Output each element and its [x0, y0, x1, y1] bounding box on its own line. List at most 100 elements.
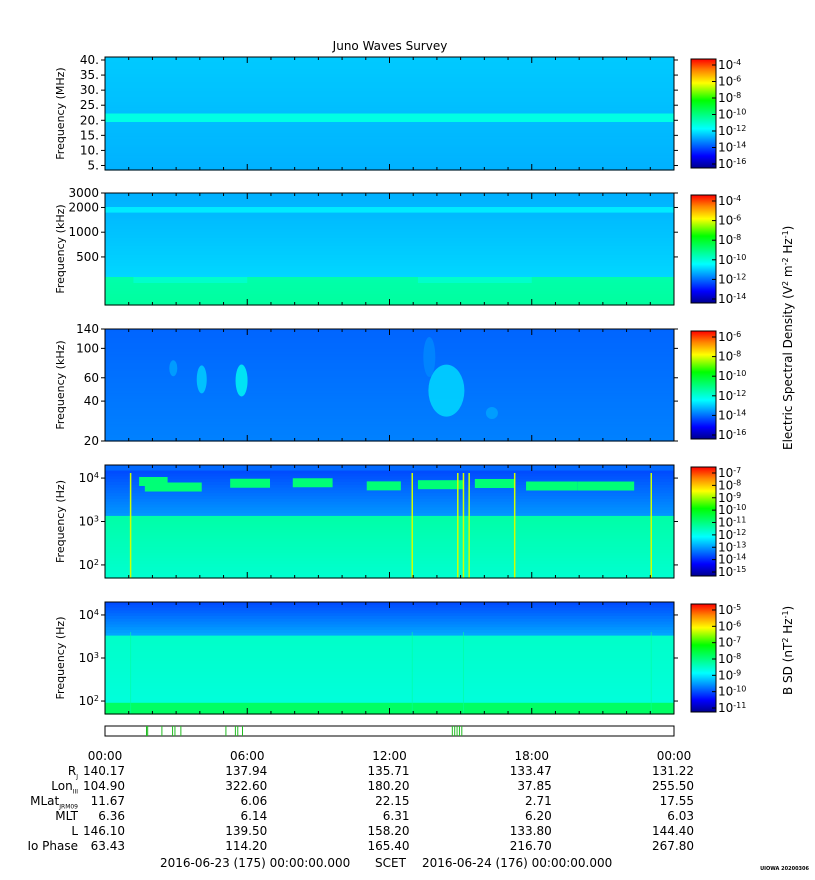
spectrogram-row: [105, 153, 674, 157]
colorbar-tick-label: 10-8: [718, 233, 741, 248]
ephemeris-value: 216.70: [509, 839, 552, 853]
colorbar: [691, 331, 716, 439]
spectrogram-row: [105, 209, 674, 214]
spectrogram-row: [105, 515, 674, 520]
spectrogram-row: [105, 413, 674, 417]
spectrogram-row: [105, 99, 674, 103]
ephemeris-value: 37.85: [517, 779, 552, 793]
time-label: 12:00: [372, 749, 407, 763]
emission-band: [577, 481, 635, 491]
y-tick-label: 104: [79, 471, 99, 486]
spectrogram-row: [105, 649, 674, 653]
spectrogram-panel-e-hz: 102 103 104 Frequency (Hz) 10-710-810-910-10…: [54, 464, 746, 579]
spectrogram-row: [105, 705, 674, 709]
y-tick-label: 10.: [80, 143, 99, 157]
spectrogram-feature: [417, 277, 532, 283]
scet-label: SCET: [375, 856, 406, 870]
uiowa-stamp: UIOWA 20200306: [760, 866, 809, 872]
spectrogram-row: [105, 493, 674, 497]
spectrogram-row: [105, 110, 674, 115]
spectrogram-row: [105, 616, 674, 620]
spectrogram-row: [105, 141, 674, 146]
ephemeris-row-label: RJ: [67, 764, 78, 781]
spectrogram-row: [105, 96, 674, 100]
colorbar-tick-label: 10-12: [718, 124, 746, 139]
colorbar-tick-label: 10-12: [718, 527, 746, 542]
spectrogram-row: [105, 376, 674, 380]
spectrogram-row: [105, 382, 674, 386]
spectrogram-row: [105, 546, 674, 551]
y-tick-label: 40: [84, 394, 99, 408]
spectrogram-row: [105, 385, 674, 389]
colorbar-frame: [690, 603, 717, 713]
spectrogram-row: [105, 680, 674, 684]
spectrogram-row: [105, 610, 674, 614]
spectrogram-row: [105, 694, 674, 698]
colorbar-frame: [690, 58, 717, 169]
chart-title: Juno Waves Survey: [332, 39, 448, 53]
ephemeris-value: 139.50: [225, 824, 268, 838]
spectrogram-row: [105, 229, 674, 233]
colorbar: [691, 604, 716, 712]
y-tick-label: 30.: [80, 83, 99, 97]
spectrogram-row: [105, 198, 674, 202]
colorbar-tick-label: 10-10: [718, 107, 746, 122]
spectrogram-row: [105, 379, 674, 383]
ephemeris-value: 104.90: [83, 779, 125, 793]
spectrogram-row: [105, 646, 674, 651]
spectrogram-row: [105, 274, 674, 278]
emission-blob: [196, 365, 207, 394]
colorbar-tick-label: 10-13: [718, 540, 746, 555]
ephemeris-value: 180.20: [367, 779, 410, 793]
colorbar-title-electric: Electric Spectral Density (V2 m-2 Hz-1): [781, 226, 796, 450]
colorbar: [691, 467, 716, 576]
colorbar-tick-label: 10-10: [718, 252, 746, 267]
spectrogram-row: [105, 93, 674, 98]
time-label: 00:00: [657, 749, 692, 763]
spectrogram-row: [105, 291, 674, 295]
time-label: 18:00: [514, 749, 549, 763]
ephemeris-value: 165.40: [367, 839, 410, 853]
spectrogram-row: [105, 535, 674, 539]
spectrogram-row: [105, 127, 674, 131]
spectrogram-row: [105, 226, 674, 230]
emission-band: [292, 478, 333, 488]
ephemeris-value: 140.17: [83, 764, 125, 778]
spectrogram-row: [105, 555, 674, 559]
ephemeris-value: 137.94: [225, 764, 268, 778]
ephemeris-value: 2.71: [525, 794, 552, 808]
spectrogram-row: [105, 282, 674, 286]
ephemeris-value: 11.67: [90, 794, 125, 808]
spectrogram-row: [105, 561, 674, 565]
spectrogram-row: [105, 158, 674, 163]
colorbar-tick-label: 10-8: [718, 478, 741, 493]
ephemeris-value: 63.43: [90, 839, 125, 853]
spectrogram-row: [105, 237, 674, 242]
colorbar-tick-label: 10-16: [718, 157, 746, 172]
colorbar-tick-label: 10-10: [718, 684, 746, 699]
spectrogram-row: [105, 401, 674, 406]
spectrogram-row: [105, 387, 674, 392]
spectrogram-row: [105, 88, 674, 92]
ephemeris-value: 114.20: [225, 839, 268, 853]
spectrogram-row: [105, 76, 674, 81]
spectrogram-row: [105, 658, 674, 662]
ephemeris-value: 267.80: [652, 839, 694, 853]
spectrogram-row: [105, 107, 674, 112]
spectrogram-row: [105, 683, 674, 687]
spectrogram-row: [105, 71, 674, 75]
spectrogram-row: [105, 627, 674, 631]
y-tick-label: 103: [79, 651, 99, 666]
spectrogram-row: [105, 343, 674, 347]
spectrogram-row: [105, 549, 674, 554]
spectrogram-row: [105, 65, 674, 69]
colorbar-tick-label: 10-6: [718, 213, 741, 228]
spectrogram-row: [105, 260, 674, 264]
ephemeris-value: 6.06: [240, 794, 268, 808]
spectrogram-row: [105, 630, 674, 634]
y-tick-label: 140: [76, 322, 99, 336]
emission-band: [474, 478, 515, 488]
ephemeris-value: 133.80: [509, 824, 552, 838]
ephemeris-value: 135.71: [367, 764, 410, 778]
spectrogram-row: [105, 105, 674, 109]
